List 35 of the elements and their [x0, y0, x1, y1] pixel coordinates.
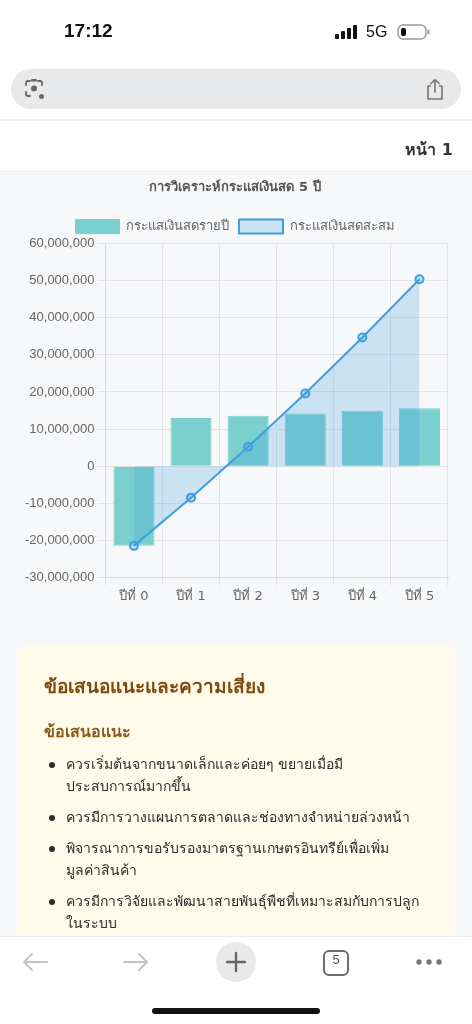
y-tick-label: 10,000,000 — [29, 420, 95, 436]
text: 5G — [366, 23, 388, 41]
text: 5 — [331, 952, 341, 967]
bar — [284, 413, 326, 466]
x-tick-label: ปีที่ 5 — [403, 586, 435, 603]
text: หน้า 1 — [405, 139, 453, 161]
y-tick-label: -10,000,000 — [24, 494, 95, 510]
point — [186, 492, 197, 503]
x-tick-label: ปีที่ 1 — [175, 586, 206, 603]
point — [300, 388, 311, 399]
bar — [227, 415, 269, 466]
point — [128, 540, 139, 551]
legend-label: กระแสเงินสดสะสม — [289, 217, 395, 233]
text: 17:12 — [64, 20, 113, 42]
legend-label: กระแสเงินสดรายปี — [126, 217, 229, 233]
bar — [398, 408, 441, 466]
point — [243, 441, 254, 452]
bar — [170, 417, 212, 466]
point — [414, 274, 425, 285]
y-tick-label: 40,000,000 — [29, 309, 95, 325]
x-tick-label: ปีที่ 3 — [289, 586, 320, 603]
bar — [113, 466, 155, 546]
bar — [341, 410, 383, 466]
y-tick-label: 0 — [87, 457, 95, 473]
y-tick-label: -20,000,000 — [24, 531, 95, 547]
y-tick-label: 60,000,000 — [29, 235, 95, 251]
x-tick-label: ปีที่ 2 — [232, 586, 263, 603]
y-tick-label: 20,000,000 — [29, 383, 95, 399]
x-tick-label: ปีที่ 4 — [346, 586, 378, 603]
y-tick-label: -30,000,000 — [24, 568, 95, 584]
y-tick-label: 30,000,000 — [29, 346, 95, 362]
chart-title: การวิเคราะห์กระแสเงินสด 5 ปี — [149, 179, 321, 195]
x-tick-label: ปีที่ 0 — [118, 586, 149, 603]
point — [357, 332, 368, 343]
y-tick-label: 50,000,000 — [29, 272, 95, 288]
